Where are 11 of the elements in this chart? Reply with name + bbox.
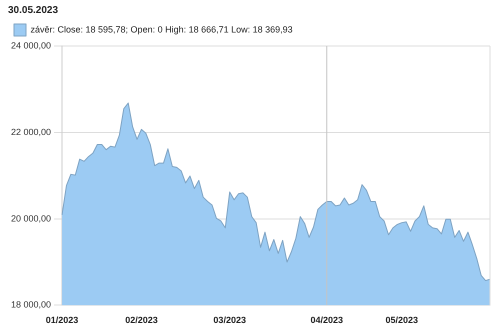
x-tick-label: 05/2023 [385, 315, 418, 326]
y-tick-label: 18 000,00 [10, 300, 52, 310]
x-tick-label: 04/2023 [310, 315, 344, 326]
x-tick-label: 02/2023 [125, 315, 158, 326]
legend-label: závěr: Close: 18 595,78; Open: 0 High: 18 666,71 Low: 18 369,93 [30, 24, 293, 34]
x-tick-label: 03/2023 [213, 315, 246, 326]
y-tick-label: 22 000,00 [10, 126, 52, 137]
chart-title: 30.05.2023 [8, 4, 58, 16]
y-tick-label: 24 000,00 [10, 40, 52, 50]
x-tick-label: 01/2023 [46, 315, 78, 326]
y-tick-label: 20 000,00 [10, 213, 52, 224]
